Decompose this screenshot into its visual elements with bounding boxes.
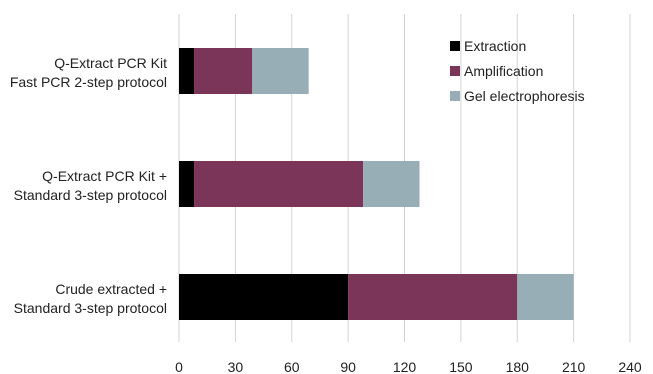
legend-label: Gel electrophoresis <box>464 88 585 104</box>
legend-label: Extraction <box>464 38 526 54</box>
bar-segment-amplification <box>194 161 364 207</box>
bar-segment-extraction <box>179 274 349 320</box>
category-label: Crude extracted + Standard 3-step protoco… <box>14 281 167 316</box>
x-tick-label: 30 <box>228 359 244 374</box>
x-tick-label: 150 <box>449 359 473 374</box>
category-labels: Q-Extract PCR Kit Fast PCR 2-step protoco… <box>10 55 167 316</box>
x-tick-label: 240 <box>618 359 642 374</box>
x-axis-ticks: 0 30 60 90 120 150 180 210 240 <box>175 359 642 374</box>
bar-segment-gel-electrophoresis <box>252 48 309 94</box>
legend-swatch <box>450 91 460 101</box>
category-label: Q-Extract PCR Kit + Standard 3-step proto… <box>14 168 167 203</box>
category-label: Q-Extract PCR Kit Fast PCR 2-step protoco… <box>10 55 167 90</box>
legend-label: Amplification <box>464 63 543 79</box>
x-tick-label: 210 <box>562 359 586 374</box>
x-tick-label: 180 <box>506 359 530 374</box>
bar-segment-gel-electrophoresis <box>363 161 420 207</box>
legend-swatch <box>450 41 460 51</box>
x-tick-label: 120 <box>393 359 417 374</box>
x-tick-label: 60 <box>284 359 300 374</box>
legend: Extraction Amplification Gel electrophores… <box>450 38 585 104</box>
legend-swatch <box>450 66 460 76</box>
bar-segment-amplification <box>194 48 253 94</box>
bar-segment-extraction <box>179 48 195 94</box>
bars <box>179 48 574 320</box>
x-tick-label: 0 <box>175 359 183 374</box>
x-tick-label: 90 <box>340 359 356 374</box>
bar-segment-amplification <box>348 274 518 320</box>
bar-segment-gel-electrophoresis <box>517 274 574 320</box>
bar-segment-extraction <box>179 161 195 207</box>
